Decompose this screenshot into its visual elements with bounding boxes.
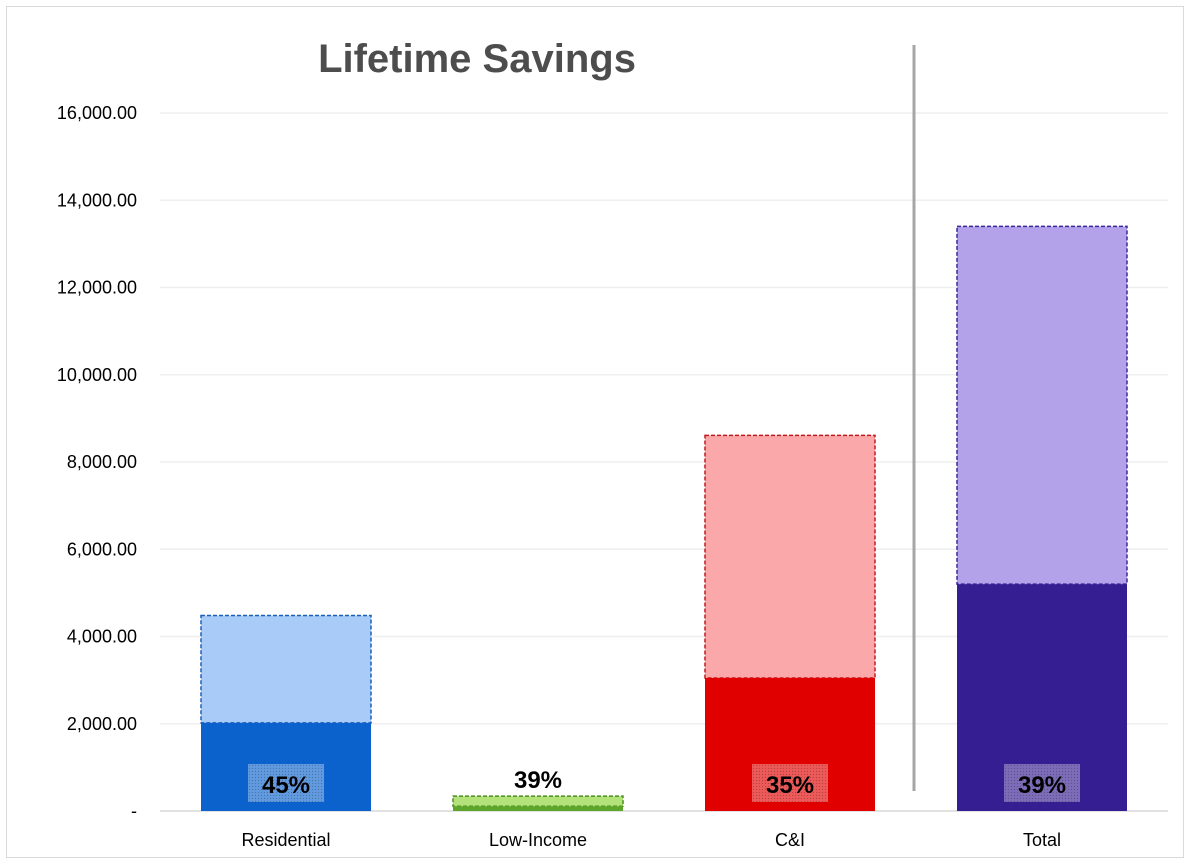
y-tick-label: 8,000.00 [67, 452, 137, 472]
y-tick-label: 14,000.00 [57, 190, 137, 210]
bar-percent-label: 45% [262, 772, 310, 799]
y-tick-label: 4,000.00 [67, 627, 137, 647]
y-tick-label: 10,000.00 [57, 365, 137, 385]
percent-label-box [1004, 764, 1080, 802]
x-axis: Residential Low-Income C&I Total [241, 830, 1061, 850]
bar-percent-label: 39% [514, 767, 562, 794]
bar-remaining-c-i [704, 434, 876, 679]
x-tick-label: Total [1023, 830, 1061, 850]
x-tick-label: Residential [241, 830, 330, 850]
percent-label-box [752, 764, 828, 802]
y-axis: - 2,000.00 4,000.00 6,000.00 8,000.00 10,000.… [57, 103, 137, 821]
x-tick-label: Low-Income [489, 830, 587, 850]
percent-label-box [248, 764, 324, 802]
bars: 45% 39% 35% 39% [200, 225, 1128, 811]
bar-achieved-low-income [453, 806, 623, 811]
bar-remaining-low-income [452, 795, 624, 807]
bar-percent-label: 35% [766, 772, 814, 799]
y-tick-label: 16,000.00 [57, 103, 137, 123]
chart-title: Lifetime Savings [318, 37, 636, 81]
y-tick-label: 6,000.00 [67, 539, 137, 559]
y-tick-label: 2,000.00 [67, 714, 137, 734]
y-tick-label: 12,000.00 [57, 278, 137, 298]
y-tick-label: - [131, 801, 137, 821]
bar-percent-label: 39% [1018, 772, 1066, 799]
bar-remaining-total [956, 225, 1128, 585]
x-tick-label: C&I [775, 830, 805, 850]
bar-remaining-residential [200, 614, 372, 724]
